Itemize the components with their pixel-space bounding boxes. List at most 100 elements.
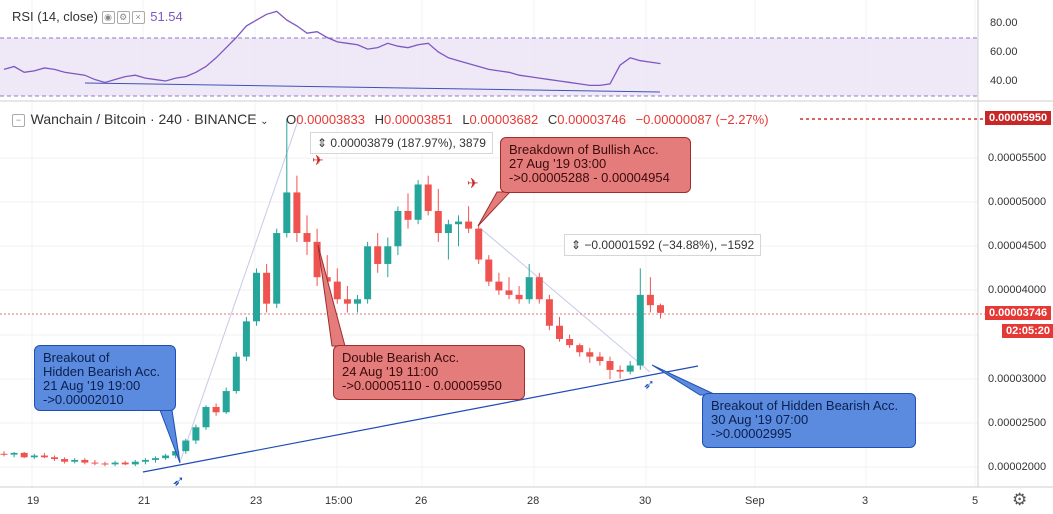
candle-body — [596, 356, 604, 362]
candle-body — [131, 461, 139, 465]
time-tick: 19 — [27, 495, 40, 507]
price-tick: 0.00004500 — [988, 240, 1047, 252]
measure-label-down: ⇕ −0.00001592 (−34.88%), −1592 — [564, 234, 762, 256]
candle-body — [111, 462, 119, 465]
candle-body — [556, 325, 563, 339]
symbol-title[interactable]: Wanchain / Bitcoin · 240 · BINANCE — [30, 111, 257, 127]
ohlc-low: L0.00003682 — [462, 112, 539, 127]
rocket-down-icon: ✈ — [467, 175, 479, 191]
candle-body — [232, 356, 240, 392]
time-tick: 5 — [972, 495, 979, 507]
candle-body — [394, 210, 402, 247]
close-icon[interactable]: × — [131, 11, 145, 25]
candle-body — [0, 453, 8, 455]
candle-body — [222, 391, 230, 413]
measure-icon: ⇕ — [571, 238, 582, 252]
candle-body — [404, 210, 412, 220]
time-tick: Sep — [745, 495, 765, 507]
ohlc-high: H0.00003851 — [374, 112, 453, 127]
candle-body — [91, 462, 99, 464]
chevron-down-icon[interactable]: ⌄ — [260, 116, 269, 127]
time-tick: 26 — [415, 495, 428, 507]
candle-body — [535, 277, 543, 300]
candle-body — [636, 294, 644, 366]
candle-body — [657, 305, 664, 313]
candle-body — [475, 228, 483, 260]
ascending-trendline — [142, 365, 699, 473]
candle-body — [152, 458, 159, 460]
settings-gear-icon[interactable]: ⚙ — [1012, 490, 1028, 509]
rocket-icon: ➶ — [172, 473, 185, 490]
candle-body — [51, 457, 58, 460]
candle-body — [414, 184, 422, 220]
time-tick: 30 — [639, 495, 652, 507]
rsi-tick: 80.00 — [990, 17, 1018, 29]
candle-body — [303, 233, 311, 242]
measure-line-up — [179, 114, 301, 463]
symbol-header: − Wanchain / Bitcoin · 240 · BINANCE ⌄ O… — [12, 111, 769, 128]
rocket-down-icon: ✈ — [312, 152, 324, 168]
collapse-icon[interactable]: − — [12, 114, 25, 128]
candle-body — [242, 321, 250, 357]
candle-body — [384, 246, 392, 264]
candle-body — [273, 233, 281, 304]
callout-breakout-2: Breakout of Hidden Bearish Acc. 30 Aug '… — [702, 393, 916, 448]
candle-body — [71, 459, 79, 462]
callout-pointer-breakout-2 — [651, 364, 717, 396]
eye-icon[interactable]: ◉ — [101, 11, 115, 25]
candle-body — [61, 459, 69, 462]
candle-body — [182, 440, 190, 452]
candle-body — [424, 184, 432, 211]
candle-body — [434, 210, 442, 234]
time-tick: 3 — [862, 495, 869, 507]
candle-body — [20, 452, 28, 458]
gear-icon[interactable]: ⚙ — [116, 11, 130, 25]
rsi-tick: 40.00 — [990, 75, 1018, 87]
candle-body — [525, 277, 533, 300]
rocket-icon: ➶ — [643, 376, 655, 392]
price-tick: 0.00004000 — [988, 284, 1047, 296]
candle-body — [263, 272, 271, 304]
candle-body — [101, 463, 109, 465]
candle-body — [485, 259, 493, 282]
candle-body — [444, 224, 452, 234]
price-tick: 0.00002000 — [988, 461, 1047, 473]
price-tick: 0.00005000 — [988, 196, 1047, 208]
candle-body — [10, 452, 18, 455]
candle-body — [283, 192, 291, 234]
candle-body — [30, 455, 38, 458]
candle-body — [495, 281, 503, 291]
measure-label-up: ⇕ 0.00003879 (187.97%), 3879 — [310, 132, 493, 154]
candle-body — [81, 459, 89, 463]
candle-body — [121, 462, 129, 465]
measure-icon: ⇕ — [317, 136, 328, 150]
candle-body — [616, 369, 624, 372]
candle-body — [545, 299, 553, 326]
callout-pointer-breakout-1 — [159, 409, 181, 464]
rsi-divergence-line — [84, 82, 661, 93]
candle-body — [566, 338, 574, 346]
rsi-header: RSI (14, close) ◉ ⚙ × 51.54 — [12, 9, 183, 25]
candle-body — [192, 427, 200, 441]
candle-body — [172, 451, 180, 456]
candle-body — [586, 352, 594, 357]
ohlc-close: C0.00003746 — [547, 112, 626, 127]
candle-body — [646, 294, 654, 306]
candle-body — [626, 365, 634, 372]
callout-pointer-breakdown — [477, 191, 512, 227]
candle-body — [313, 241, 321, 278]
candles-group — [0, 118, 664, 467]
candle-body — [515, 294, 523, 300]
price-tick: 0.00002500 — [988, 417, 1047, 429]
candle-body — [455, 221, 462, 225]
candle-body — [141, 459, 149, 462]
candle-body — [606, 361, 614, 370]
candle-body — [374, 246, 382, 264]
rsi-label: RSI (14, close) — [12, 9, 98, 24]
candle-body — [465, 221, 473, 229]
candle-body — [162, 455, 170, 459]
time-tick: 21 — [138, 495, 151, 507]
candle-body — [354, 299, 361, 304]
ohlc-open: O0.00003833 — [286, 112, 365, 127]
callout-double-bearish: Double Bearish Acc. 24 Aug '19 11:00 ->0… — [333, 345, 525, 400]
